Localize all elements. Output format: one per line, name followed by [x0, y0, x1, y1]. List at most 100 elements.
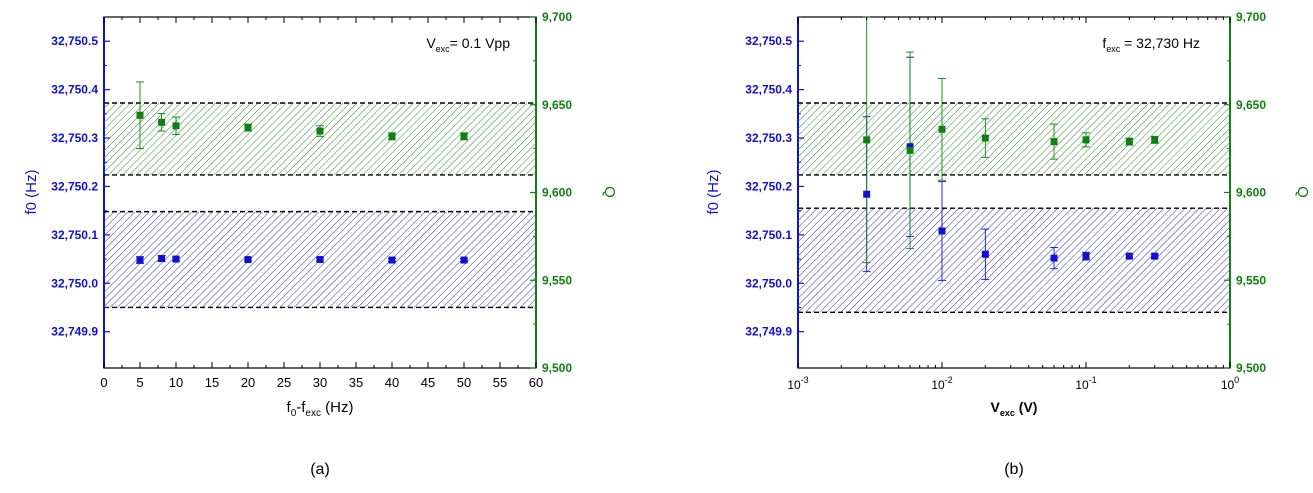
- right-axis-label: Q: [1294, 186, 1311, 198]
- panel-b: 10-3 10-2 10-1 100 32,749.932,750.032,750.1…: [705, 10, 1311, 478]
- left-y-tick-label: 32,750.1: [51, 228, 98, 242]
- x-tick-label-exponent: -2: [945, 375, 953, 385]
- green-data-point: [460, 132, 468, 140]
- x-label-sub-1: exc: [1000, 408, 1015, 418]
- green-data-point: [172, 122, 180, 130]
- right-y-tick-label: 9,700: [1236, 10, 1266, 24]
- x-axis-label: Vexc (V): [991, 399, 1038, 418]
- blue-data-point: [981, 250, 989, 258]
- blue-data-point: [1050, 254, 1058, 262]
- left-y-tick-label: 32,750.4: [51, 83, 98, 97]
- left-y-tick-label: 32,750.0: [51, 276, 98, 290]
- plot-frame: [797, 16, 1231, 369]
- green-data-point: [938, 125, 946, 133]
- bands: [798, 102, 1230, 314]
- annotation-prefix: V: [426, 35, 436, 51]
- left-y-tick-label: 32,750.5: [745, 34, 792, 48]
- green-data-point: [388, 132, 396, 140]
- green-data-point: [158, 118, 166, 126]
- left-y-tick-label: 32,749.9: [745, 325, 792, 339]
- x-tick-label: 100: [1221, 375, 1239, 392]
- green-data-point: [1050, 138, 1058, 146]
- data-points: [863, 125, 1159, 262]
- x-tick-label-base: 10: [931, 378, 945, 392]
- x-label-mid: -f: [296, 399, 306, 416]
- left-y-tick-label: 32,750.2: [745, 179, 792, 193]
- right-y-tick-label: 9,700: [542, 10, 572, 24]
- right-y-ticks: 9,500 9,550 9,600 9,650 9,700: [530, 10, 572, 375]
- right-y-tick-label: 9,600: [542, 186, 572, 200]
- x-tick-label: 60: [529, 375, 543, 390]
- right-y-tick-label: 9,650: [542, 98, 572, 112]
- green-data-point: [244, 124, 252, 132]
- x-label-main: f: [287, 399, 292, 416]
- annotation: Vexc= 0.1 Vpp: [426, 35, 510, 54]
- right-y-tick-label: 9,500: [1236, 361, 1266, 375]
- annotation-rest: = 0.1 Vpp: [450, 35, 511, 51]
- left-y-ticks: 32,749.9 32,750.0 32,750.1 32,750.2 32,750.3…: [745, 16, 804, 339]
- blue-data-point: [938, 227, 946, 235]
- annotation-rest: = 32,730 Hz: [1120, 35, 1200, 51]
- x-label-sub-2: exc: [305, 408, 321, 419]
- left-y-tick-label: 32,750.3: [745, 131, 792, 145]
- annotation: fexc = 32,730 Hz: [1102, 35, 1200, 54]
- blue-data-point: [136, 256, 144, 264]
- x-tick-label-exponent: -1: [1089, 375, 1097, 385]
- x-tick-label-base: 10: [1075, 378, 1089, 392]
- blue-data-point: [172, 255, 180, 263]
- data-points: [136, 111, 468, 264]
- x-tick-label: 50: [457, 375, 471, 390]
- x-tick-label: 10-2: [931, 375, 952, 392]
- panel-label: (a): [310, 461, 330, 478]
- panel-label: (b): [1004, 461, 1024, 478]
- panel-a: 0 5 10 15 20 25 30 35 40 45 50 55 60 32,749.9 32,750.…: [23, 10, 618, 478]
- x-label-tail: (Hz): [321, 399, 354, 416]
- x-tick-label: 0: [100, 375, 107, 390]
- left-y-tick-label: 32,750.4: [745, 83, 792, 97]
- left-axis-label: f0 (Hz): [23, 169, 40, 214]
- blue-data-point: [1082, 252, 1090, 260]
- x-tick-label: 30: [313, 375, 327, 390]
- blue-data-point: [158, 255, 166, 263]
- x-tick-label: 10: [169, 375, 183, 390]
- green-data-point: [981, 134, 989, 142]
- blue-data-point: [863, 190, 871, 198]
- blue-band: [798, 208, 1230, 313]
- x-axis-label: f0-fexc (Hz): [287, 399, 354, 419]
- green-data-point: [136, 111, 144, 119]
- blue-data-point: [388, 256, 396, 264]
- annotation-sub: exc: [436, 44, 451, 54]
- right-y-tick-label: 9,650: [1236, 98, 1266, 112]
- x-tick-label: 5: [136, 375, 143, 390]
- green-data-point: [1151, 136, 1159, 144]
- blue-data-point: [1125, 252, 1133, 260]
- x-label-main: V: [991, 399, 1001, 415]
- right-y-ticks: 9,500 9,550 9,600 9,650 9,700: [1224, 10, 1266, 375]
- blue-data-point: [460, 256, 468, 264]
- x-tick-label: 40: [385, 375, 399, 390]
- left-y-tick-label: 32,750.5: [51, 34, 98, 48]
- green-data-point: [1125, 138, 1133, 146]
- x-tick-label: 55: [493, 375, 507, 390]
- plot-frame: [103, 16, 537, 369]
- x-tick-label: 25: [277, 375, 291, 390]
- left-y-tick-label: 32,749.9: [51, 325, 98, 339]
- left-y-tick-label: 32,750.3: [51, 131, 98, 145]
- left-y-tick-label: 32,750.2: [51, 179, 98, 193]
- x-tick-label: 35: [349, 375, 363, 390]
- annotation-prefix: f: [1102, 35, 1106, 51]
- blue-data-point: [244, 256, 252, 264]
- x-tick-label: 10-3: [787, 375, 808, 392]
- blue-data-point: [316, 256, 324, 264]
- green-band: [798, 102, 1230, 175]
- right-y-tick-label: 9,500: [542, 361, 572, 375]
- left-y-tick-label: 32,750.1: [745, 228, 792, 242]
- x-tick-label-base: 10: [787, 378, 801, 392]
- left-axis-label: f0 (Hz): [705, 169, 722, 214]
- x-tick-label: 10-1: [1075, 375, 1096, 392]
- x-ticks: 10-3 10-2 10-1 100: [787, 17, 1239, 392]
- green-band: [104, 102, 536, 175]
- x-tick-label: 15: [205, 375, 219, 390]
- x-label-sub-1: 0: [291, 408, 297, 419]
